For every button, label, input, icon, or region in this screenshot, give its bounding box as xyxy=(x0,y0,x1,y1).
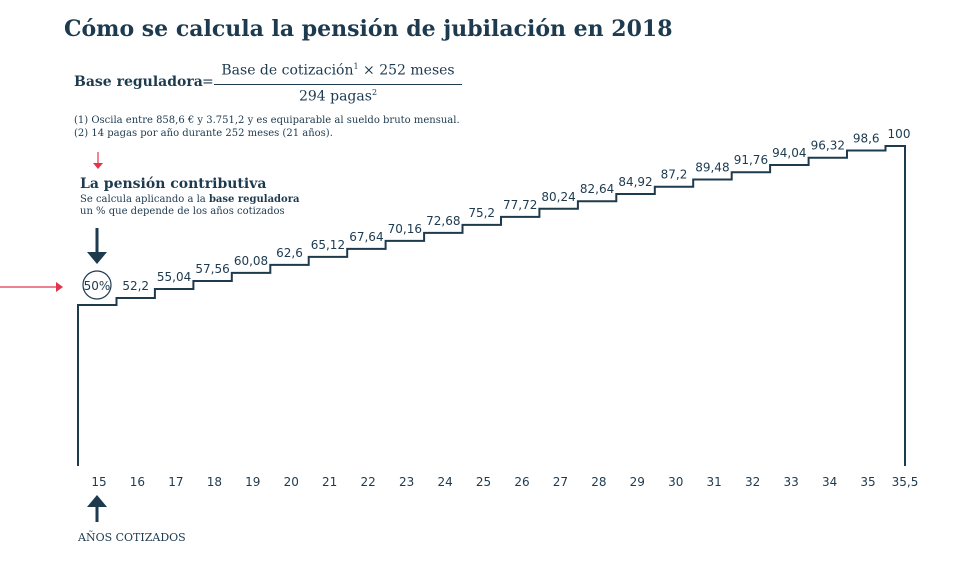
x-tick-label: 19 xyxy=(245,475,260,489)
formula-equals: = xyxy=(202,74,214,90)
x-tick-label: 35,5 xyxy=(892,475,919,489)
value-label: 82,64 xyxy=(580,182,614,196)
value-label: 52,2 xyxy=(122,279,149,293)
x-tick-label: 15 xyxy=(91,475,106,489)
x-tick-label: 24 xyxy=(437,475,452,489)
contributiva-line1-bold: base reguladora xyxy=(208,194,300,205)
x-tick-label: 16 xyxy=(130,475,145,489)
formula-denominator: 294 pagas2 xyxy=(214,88,462,105)
formula-fraction-bar xyxy=(214,84,462,85)
x-tick-label: 20 xyxy=(284,475,299,489)
x-tick-label: 27 xyxy=(553,475,568,489)
x-tick-label: 21 xyxy=(322,475,337,489)
value-label: 100 xyxy=(888,127,911,141)
x-tick-label: 28 xyxy=(591,475,606,489)
x-tick-label: 25 xyxy=(476,475,491,489)
x-tick-label: 34 xyxy=(822,475,837,489)
x-tick-label: 30 xyxy=(668,475,683,489)
x-axis-title: AÑOS COTIZADOS xyxy=(78,531,186,544)
contributiva-title: La pensión contributiva xyxy=(80,176,267,192)
x-tick-label: 35 xyxy=(860,475,875,489)
up-arrow-icon xyxy=(87,495,107,522)
value-label: 98,6 xyxy=(853,132,880,146)
value-label: 91,76 xyxy=(734,153,768,167)
value-label: 70,16 xyxy=(388,222,422,236)
formula-denominator-sup: 2 xyxy=(371,88,378,97)
value-label: 72,68 xyxy=(426,214,460,228)
value-label: 65,12 xyxy=(311,238,345,252)
value-label: 55,04 xyxy=(157,270,191,284)
dark-down-arrow-icon xyxy=(87,228,107,264)
formula-numerator-tail: × 252 meses xyxy=(358,62,455,79)
contributiva-line2: un % que depende de los años cotizados xyxy=(80,206,285,217)
value-label: 89,48 xyxy=(695,161,729,175)
formula-numerator-sup: 1 xyxy=(353,62,359,71)
value-label: 94,04 xyxy=(772,146,806,160)
value-label: 84,92 xyxy=(618,175,652,189)
step-line xyxy=(77,145,906,466)
value-label: 75,2 xyxy=(468,206,495,220)
formula-lhs: Base reguladora xyxy=(74,74,203,90)
formula-numerator-text: Base de cotización xyxy=(221,62,354,79)
formula-denominator-text: 294 pagas xyxy=(298,88,372,105)
value-label: 50% xyxy=(84,279,111,293)
value-label: 87,2 xyxy=(661,168,688,182)
x-tick-label: 17 xyxy=(168,475,183,489)
x-tick-label: 26 xyxy=(514,475,529,489)
page-title: Cómo se calcula la pensión de jubilación… xyxy=(64,16,673,42)
value-label: 80,24 xyxy=(541,190,575,204)
pink-right-arrow-icon xyxy=(0,282,63,292)
contributiva-line1-prefix: Se calcula aplicando a la xyxy=(80,194,209,205)
x-tick-label: 18 xyxy=(207,475,222,489)
value-label: 77,72 xyxy=(503,198,537,212)
contributiva-description: Se calcula aplicando a la base regulador… xyxy=(80,194,299,218)
value-label: 60,08 xyxy=(234,254,268,268)
footnote-1: (1) Oscila entre 858,6 € y 3.751,2 y es … xyxy=(74,115,460,126)
formula-numerator: Base de cotización1 × 252 meses xyxy=(214,62,462,79)
x-tick-label: 31 xyxy=(707,475,722,489)
highlight-circle xyxy=(82,270,112,300)
x-tick-label: 22 xyxy=(361,475,376,489)
value-label: 62,6 xyxy=(276,246,303,260)
x-tick-label: 29 xyxy=(630,475,645,489)
x-tick-label: 32 xyxy=(745,475,760,489)
value-label: 57,56 xyxy=(195,262,229,276)
value-label: 96,32 xyxy=(811,139,845,153)
x-tick-label: 33 xyxy=(783,475,798,489)
footnote-2: (2) 14 pagas por año durante 252 meses (… xyxy=(74,128,333,139)
value-label: 67,64 xyxy=(349,230,383,244)
small-pink-arrow-icon xyxy=(93,152,103,169)
x-tick-label: 23 xyxy=(399,475,414,489)
